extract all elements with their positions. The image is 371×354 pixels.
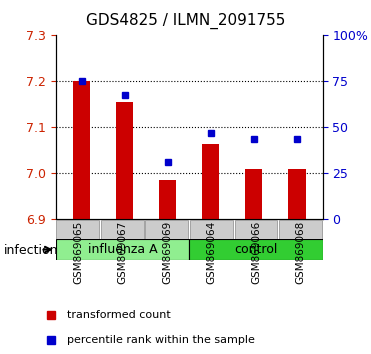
Bar	[56, 220, 99, 239]
Bar	[288, 169, 306, 219]
Bar	[189, 239, 323, 260]
Text: GSM869065: GSM869065	[73, 221, 83, 285]
Bar	[159, 180, 176, 219]
Text: GSM869068: GSM869068	[296, 221, 305, 285]
Text: transformed count: transformed count	[67, 310, 170, 320]
Bar	[56, 239, 189, 260]
Bar	[245, 169, 262, 219]
Bar	[145, 220, 188, 239]
Bar	[101, 220, 144, 239]
Text: GSM869066: GSM869066	[251, 221, 261, 285]
Text: percentile rank within the sample: percentile rank within the sample	[67, 335, 255, 344]
Text: influenza A: influenza A	[88, 243, 157, 256]
Text: GSM869067: GSM869067	[118, 221, 127, 285]
Bar	[279, 220, 322, 239]
Text: control: control	[234, 243, 278, 256]
Text: GSM869069: GSM869069	[162, 221, 172, 285]
Bar	[190, 220, 233, 239]
Text: GDS4825 / ILMN_2091755: GDS4825 / ILMN_2091755	[86, 12, 285, 29]
Bar	[234, 220, 278, 239]
Text: infection: infection	[4, 244, 58, 257]
Bar	[202, 143, 219, 219]
Bar	[116, 102, 133, 219]
Text: GSM869064: GSM869064	[207, 221, 216, 285]
Bar	[73, 81, 90, 219]
